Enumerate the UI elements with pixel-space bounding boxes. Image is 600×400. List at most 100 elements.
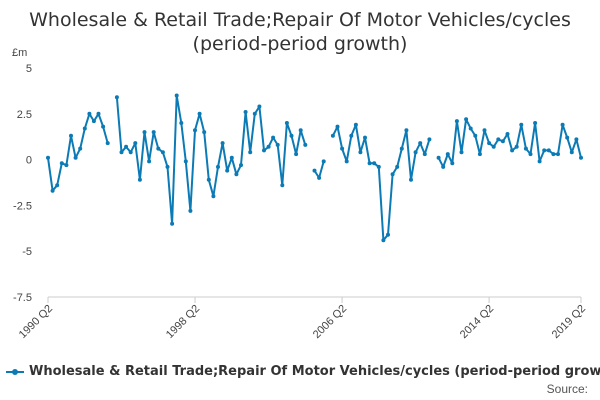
data-point: [482, 128, 487, 133]
data-point: [436, 155, 441, 160]
data-point: [202, 130, 207, 135]
y-tick-label: -7.5: [13, 292, 32, 304]
data-point: [441, 164, 446, 169]
data-point: [243, 110, 248, 114]
data-point: [477, 152, 482, 157]
data-point: [565, 135, 570, 140]
data-point: [358, 150, 363, 155]
data-point: [399, 146, 404, 151]
y-tick-label: -5: [22, 246, 32, 258]
legend: Wholesale & Retail Trade;Repair Of Motor…: [6, 364, 600, 379]
data-point: [321, 159, 326, 164]
y-tick-label: 0: [26, 155, 32, 167]
data-point: [220, 141, 225, 146]
x-tick-label: 2006 Q2: [311, 303, 349, 341]
data-point: [128, 150, 133, 155]
series-line-segment: [332, 123, 431, 242]
y-axis: 5 2.5 0 -2.5 -5 -7.5: [13, 63, 32, 304]
data-point: [330, 133, 335, 138]
data-point: [413, 150, 418, 155]
series-line-segment: [115, 94, 307, 225]
data-point: [160, 150, 165, 155]
data-point: [50, 188, 55, 193]
data-point: [500, 139, 505, 144]
data-point: [353, 122, 358, 127]
data-point: [252, 111, 257, 116]
data-point: [372, 161, 377, 166]
data-point: [303, 142, 308, 147]
data-point: [395, 164, 400, 169]
data-point: [505, 132, 510, 136]
data-point: [59, 161, 64, 166]
data-point: [340, 146, 345, 151]
data-point: [556, 152, 560, 157]
data-point: [82, 126, 87, 131]
data-point: [510, 148, 515, 153]
data-point: [275, 142, 280, 147]
data-point: [156, 146, 161, 151]
data-point: [574, 137, 579, 142]
legend-line-marker-icon: [6, 367, 24, 377]
data-point: [312, 168, 317, 173]
chart-title-line-1: Wholesale & Retail Trade;Repair Of Motor…: [29, 9, 571, 31]
data-point: [464, 117, 469, 122]
data-point: [64, 163, 69, 168]
series-layer: [46, 93, 583, 243]
data-point: [105, 141, 110, 146]
data-point: [427, 137, 432, 142]
data-point: [197, 111, 202, 116]
chart-title: Wholesale & Retail Trade;Repair Of Motor…: [0, 8, 600, 56]
data-point: [422, 152, 427, 157]
data-point: [579, 155, 583, 160]
data-point: [239, 163, 243, 168]
series-line-segment: [47, 112, 109, 192]
legend-label: Wholesale & Retail Trade;Repair Of Motor…: [29, 364, 600, 379]
y-tick-label: 2.5: [17, 109, 32, 121]
y-tick-label: -2.5: [13, 200, 32, 212]
x-tick-label: 1998 Q2: [164, 303, 202, 341]
data-point: [91, 119, 96, 124]
data-point: [542, 148, 547, 153]
data-point: [445, 152, 450, 157]
data-point: [537, 159, 542, 164]
data-point: [87, 111, 92, 116]
series-line-segment: [437, 118, 582, 168]
data-point: [114, 95, 119, 100]
data-point: [289, 133, 294, 138]
data-point: [101, 124, 106, 129]
data-point: [216, 164, 220, 169]
data-point: [280, 183, 285, 188]
data-point: [418, 141, 423, 146]
data-point: [468, 126, 473, 131]
data-point: [46, 155, 50, 160]
data-point: [262, 148, 266, 153]
data-point: [317, 175, 322, 180]
data-point: [206, 177, 211, 182]
data-point: [96, 111, 101, 116]
data-point: [519, 122, 524, 127]
data-point: [151, 130, 156, 135]
data-point: [137, 177, 142, 182]
source-label: Source:: [546, 382, 588, 396]
data-point: [165, 164, 170, 169]
data-point: [257, 104, 262, 109]
data-point: [473, 133, 478, 138]
x-tick-label: 2014 Q2: [458, 303, 496, 341]
data-point: [349, 133, 354, 138]
data-point: [363, 135, 367, 140]
data-point: [298, 128, 303, 133]
data-point: [569, 150, 574, 155]
data-point: [514, 144, 519, 149]
data-point: [404, 128, 409, 133]
x-tick-label: 2019 Q2: [550, 303, 588, 341]
data-point: [179, 121, 184, 125]
data-point: [487, 141, 492, 146]
data-point: [183, 159, 188, 164]
data-point: [560, 122, 565, 127]
data-point: [459, 150, 464, 155]
data-point: [381, 238, 386, 243]
data-point: [211, 194, 216, 199]
data-point: [335, 124, 340, 129]
data-point: [546, 148, 551, 153]
